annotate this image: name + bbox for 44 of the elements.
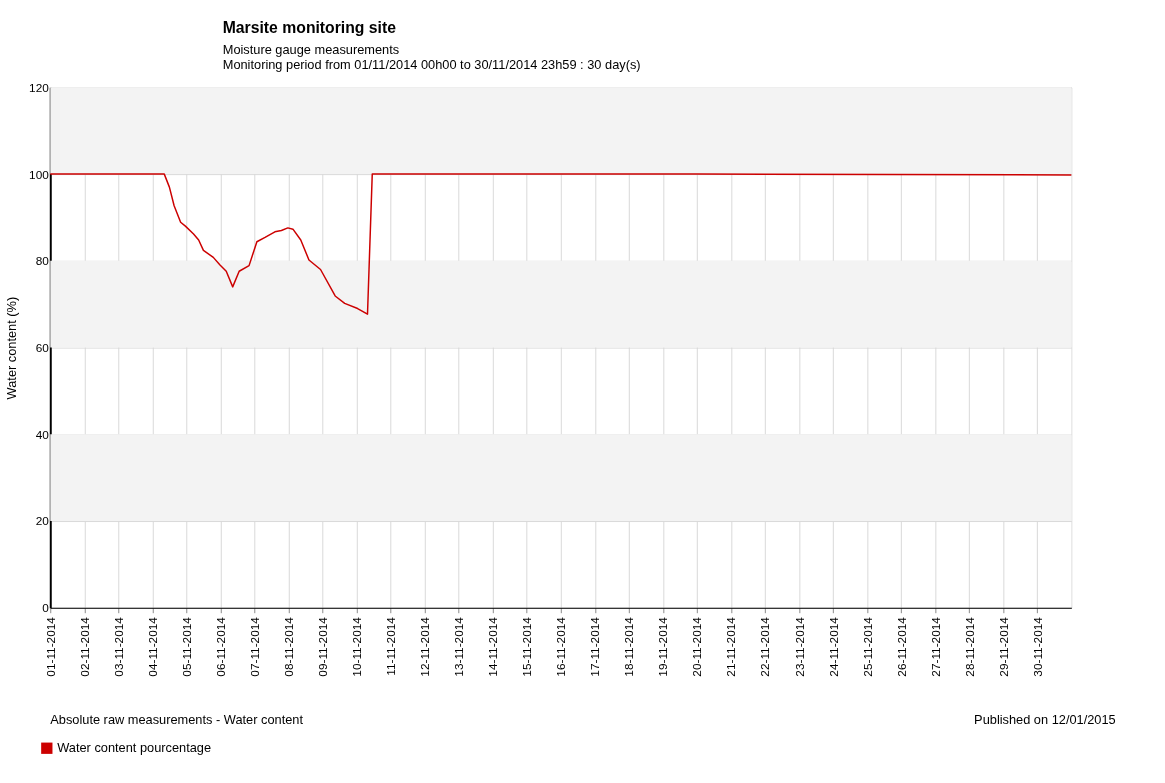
x-tick-label: 07-11-2014 [247,616,262,677]
x-tick-label: 19-11-2014 [656,616,671,677]
x-tick-label: 09-11-2014 [316,616,330,677]
y-tick-label: 100 [29,167,50,182]
chart-subtitle: Moisture gauge measurements Monitoring period from 01/11/2014 00h00 to 30/11/2014 23h59 : 30 day(s) [222,41,641,72]
x-tick-label: 18-11-2014 [622,616,637,677]
x-tick-label: 02-11-2014 [77,616,92,677]
y-tick-label: 60 [35,341,50,356]
y-axis-title: Water content (%) [4,296,20,400]
x-tick-label: 03-11-2014 [111,616,126,677]
legend-label: Water content pourcentage [57,740,212,756]
x-tick-label: 28-11-2014 [962,616,977,677]
x-tick-label: 11-11-2014 [384,616,399,676]
x-tick-label: 29-11-2014 [996,616,1011,677]
y-tick-label: 120 [29,80,50,95]
y-tick-label: 20 [35,514,50,529]
x-tick-label: 04-11-2014 [145,616,160,677]
x-tick-label: 17-11-2014 [588,616,603,677]
y-tick-label: 80 [35,254,50,269]
x-tick-label: 10-11-2014 [350,616,365,677]
text: Published on 12/01/2015 [974,712,1116,728]
x-tick-label: 27-11-2014 [928,616,943,677]
x-tick-label: 23-11-2014 [792,616,807,677]
y-tick-label: 0 [42,601,50,616]
text: Absolute raw measurements - Water content [50,712,304,728]
x-tick-label: 30-11-2014 [1030,616,1045,677]
x-tick-label: 15-11-2014 [520,616,535,677]
x-tick-label: 12-11-2014 [418,616,433,677]
x-tick-label: 26-11-2014 [894,616,909,677]
x-tick-label: 24-11-2014 [826,616,841,677]
x-tick-label: 20-11-2014 [690,616,705,677]
x-tick-label: 25-11-2014 [860,616,875,677]
x-tick-label: 14-11-2014 [486,616,501,677]
x-tick-label: 21-11-2014 [724,616,739,677]
x-tick-label: 13-11-2014 [452,616,467,677]
line-series [49,173,1073,315]
x-tick-label: 06-11-2014 [213,616,228,677]
x-tick-label: 01-11-2014 [43,616,58,677]
x-tick-label: 08-11-2014 [281,616,296,677]
x-tick-label: 22-11-2014 [758,616,773,677]
chart-title: Marsite monitoring site [222,19,397,37]
x-tick-label: 05-11-2014 [179,616,194,677]
x-tick-label: 16-11-2014 [554,616,569,677]
y-tick-label: 40 [35,427,50,442]
